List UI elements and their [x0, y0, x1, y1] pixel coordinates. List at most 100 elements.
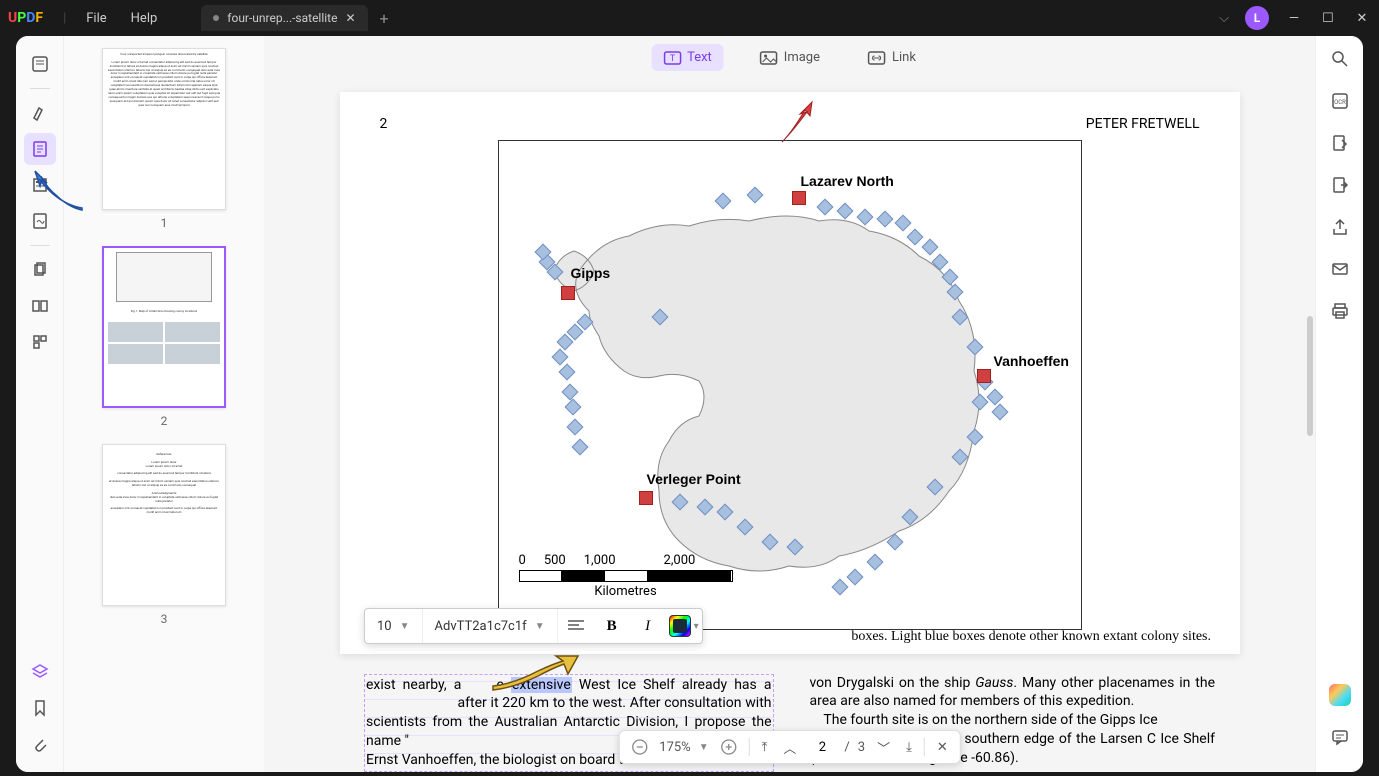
next-page-button[interactable]: ﹀ [873, 738, 894, 757]
document-tab[interactable]: four-unrep...-satellite ✕ [201, 5, 367, 31]
close-nav-button[interactable]: ✕ [933, 740, 952, 755]
page-number: 2 [380, 116, 388, 132]
chevron-down-icon[interactable]: ▼ [535, 621, 545, 632]
left-toolbar [16, 36, 64, 772]
compare-tool[interactable] [24, 290, 56, 322]
email-icon[interactable] [1329, 258, 1351, 280]
scale-bar: 0 500 1,000 2,000 Kilometres [519, 553, 733, 599]
thumbnail-3[interactable]: ReferencesLorem ipsum dolorLorem ipsum d… [76, 444, 252, 626]
edit-tool[interactable] [24, 133, 56, 165]
annotation-arrow-red [772, 92, 832, 152]
thumb-preview: ReferencesLorem ipsum dolorLorem ipsum d… [103, 445, 225, 519]
tab-dot [213, 15, 219, 21]
thumb-preview: Four unreported emperor penguin colonies… [103, 49, 225, 111]
scale-unit: Kilometres [519, 584, 733, 599]
reader-tool[interactable] [24, 48, 56, 80]
text-icon: T [663, 51, 681, 65]
text-fragment: The fourth site is on the northern side … [823, 712, 1157, 728]
font-size-field[interactable]: 10 ▼ [365, 609, 423, 643]
edit-link-tab[interactable]: Link [856, 44, 928, 71]
edit-text-tab[interactable]: T Text [651, 44, 724, 71]
first-page-button[interactable]: ⤒ [758, 740, 772, 755]
separator [30, 88, 50, 89]
font-name-field[interactable]: AdvTT2a1c7c1f ▼ [423, 609, 558, 643]
chevron-down-icon[interactable]: ⌵ [1219, 11, 1229, 26]
color-picker-button[interactable]: ▾ [666, 608, 702, 644]
comment-icon[interactable] [1329, 726, 1351, 748]
thumbnail-2[interactable]: Fig 1. Map of Antarctica showing colony … [76, 246, 252, 428]
bold-button[interactable]: B [594, 608, 630, 644]
scale-num: 2,000 [664, 553, 696, 568]
user-avatar[interactable]: L [1245, 6, 1269, 30]
text-format-toolbar: 10 ▼ AdvTT2a1c7c1f ▼ B I ▾ [364, 608, 703, 644]
window-controls: ⌵ L ― ☐ ✕ [1219, 6, 1371, 30]
map-figure: Lazarev North Gipps Vanhoeffen Verleger … [498, 140, 1082, 630]
print-icon[interactable] [1329, 300, 1351, 322]
ai-icon[interactable] [1329, 684, 1351, 706]
font-name-value: AdvTT2a1c7c1f [435, 619, 527, 634]
color-swatch-icon [669, 615, 691, 637]
add-tab-button[interactable]: + [380, 9, 389, 28]
figure-caption[interactable]: boxes. Light blue boxes denote other kno… [851, 629, 1211, 645]
map-label-verleger: Verleger Point [647, 471, 741, 487]
separator [30, 245, 50, 246]
menu-file[interactable]: File [86, 11, 106, 26]
svg-text:T: T [669, 54, 675, 64]
prev-page-button[interactable]: ︿ [779, 738, 800, 757]
menu-help[interactable]: Help [131, 11, 158, 26]
edit-mode-tabs: T Text Image Link [651, 44, 928, 71]
thumb-preview: Fig 1. Map of Antarctica showing colony … [104, 306, 224, 318]
share-icon[interactable] [1329, 216, 1351, 238]
search-icon[interactable] [1329, 48, 1351, 70]
separator [749, 738, 750, 756]
thumb-label: 1 [76, 216, 252, 230]
highlight-tool[interactable] [24, 97, 56, 129]
close-window-button[interactable]: ✕ [1353, 11, 1371, 26]
zoom-in-button[interactable] [717, 739, 741, 755]
close-icon[interactable]: ✕ [345, 11, 355, 25]
app-logo: UPDF [8, 10, 43, 26]
last-page-button[interactable]: ⤓ [902, 740, 916, 755]
thumbnail-1[interactable]: Four unreported emperor penguin colonies… [76, 48, 252, 230]
right-toolbar: OCR [1315, 36, 1363, 772]
new-colony-marker-lazarev [792, 191, 806, 205]
layers-tool[interactable] [24, 656, 56, 688]
maximize-button[interactable]: ☐ [1319, 11, 1337, 26]
scrollbar[interactable] [1307, 316, 1313, 436]
edit-tab-label: Image [784, 50, 820, 65]
zoom-out-button[interactable] [627, 739, 651, 755]
export-icon[interactable] [1329, 132, 1351, 154]
zoom-level[interactable]: 175% [659, 740, 690, 755]
minimize-button[interactable]: ― [1285, 11, 1303, 26]
svg-text:OCR: OCR [1334, 99, 1346, 106]
new-colony-marker-verleger [639, 491, 653, 505]
attachment-tool[interactable] [24, 728, 56, 760]
bottom-navigation: 175% ▼ ⤒ ︿ / 3 ﹀ ⤓ ✕ [618, 730, 960, 764]
thumb-photos [104, 318, 224, 368]
thumb-label: 2 [76, 414, 252, 428]
italic-button[interactable]: I [630, 608, 666, 644]
chevron-down-icon[interactable]: ▼ [699, 742, 709, 753]
map-label-vanhoeffen: Vanhoeffen [994, 353, 1069, 369]
align-button[interactable] [558, 608, 594, 644]
thumb-map-preview [116, 252, 212, 302]
scale-num: 1,000 [584, 553, 616, 568]
titlebar: UPDF | File Help four-unrep...-satellite… [0, 0, 1379, 36]
chevron-down-icon[interactable]: ▾ [694, 621, 699, 632]
text-fragment: West Ice Shelf already has a [572, 677, 772, 693]
edit-image-tab[interactable]: Image [748, 44, 832, 71]
new-colony-marker-gipps [561, 286, 575, 300]
crop-tool[interactable] [24, 254, 56, 286]
chevron-down-icon[interactable]: ▼ [400, 621, 410, 632]
bookmark-tool[interactable] [24, 692, 56, 724]
page-input[interactable] [808, 740, 836, 755]
tab-title: four-unrep...-satellite [227, 11, 337, 25]
page-content: 2 PETER FRETWELL [340, 92, 1240, 654]
ocr-icon[interactable]: OCR [1329, 90, 1351, 112]
main-container: Four unreported emperor penguin colonies… [16, 36, 1363, 772]
link-icon [868, 51, 886, 65]
annotation-arrow-blue [32, 168, 92, 218]
organize-tool[interactable] [24, 326, 56, 358]
document-area: T Text Image Link 2 PETER FRETWELL [264, 36, 1315, 772]
convert-icon[interactable] [1329, 174, 1351, 196]
